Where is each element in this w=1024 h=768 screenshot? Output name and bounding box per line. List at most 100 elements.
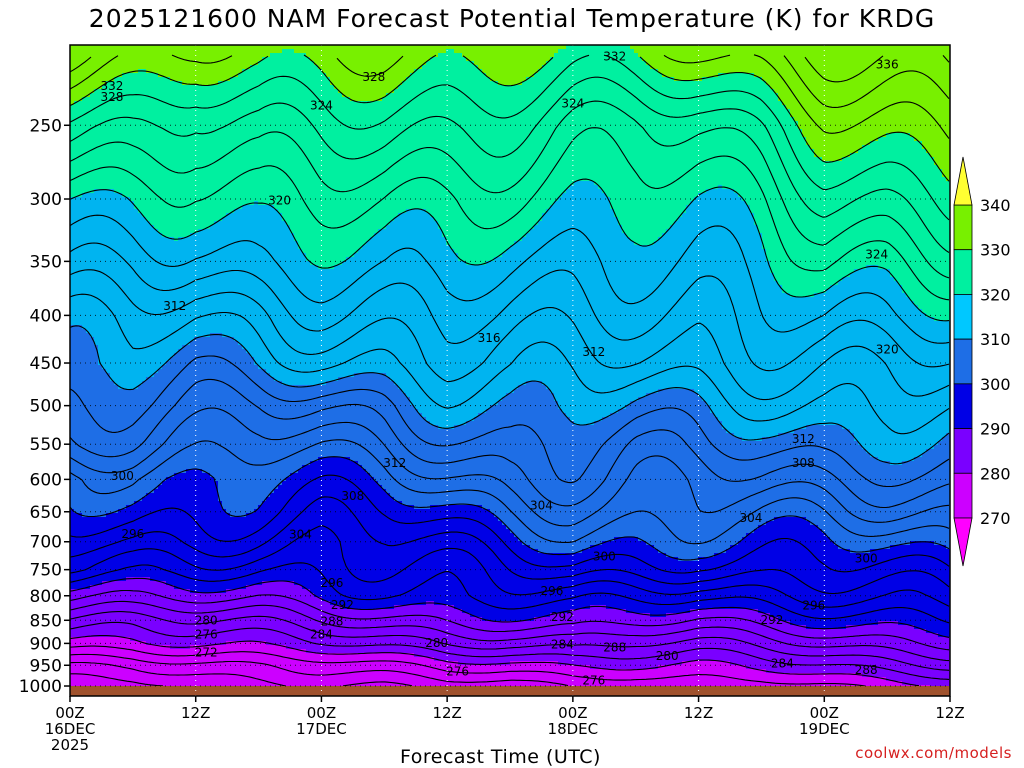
colorbar-label: 330 (980, 241, 1011, 260)
contour-308 (70, 355, 950, 488)
contour-label: 292 (331, 598, 354, 612)
contour-316 (70, 242, 950, 372)
y-tick-label: 700 (30, 533, 62, 553)
contour-label: 312 (792, 432, 815, 446)
colorbar-label: 300 (980, 375, 1011, 394)
contour-label: 300 (855, 552, 878, 566)
contour-318 (70, 214, 950, 344)
contour-312 (70, 293, 950, 435)
contour-330 (70, 54, 950, 182)
colorbar-label: 320 (980, 285, 1011, 304)
contour-302 (70, 439, 950, 545)
contour-label: 328 (100, 90, 123, 104)
ground-surface (70, 686, 950, 696)
contour-288 (70, 589, 950, 651)
y-tick-label: 450 (30, 354, 62, 374)
contour-328 (70, 54, 950, 221)
y-tick-label: 250 (30, 116, 62, 136)
contour-304 (70, 407, 950, 527)
x-tick-label: 19DEC (799, 720, 850, 738)
contour-label: 300 (111, 469, 134, 483)
colorbar-segment (953, 428, 973, 474)
contour-300 (70, 456, 950, 561)
contour-label: 320 (876, 342, 899, 356)
contour-322 (70, 127, 950, 301)
x-tick-label: 12Z (935, 704, 964, 722)
contour-label: 292 (760, 613, 783, 627)
contour-label: 324 (561, 97, 584, 111)
contour-314 (70, 269, 950, 401)
x-tick-label: 17DEC (296, 720, 347, 738)
contour-276 (70, 653, 569, 687)
source-credit: coolwx.com/models (855, 744, 1012, 762)
colorbar-label: 280 (980, 464, 1011, 483)
contour-label: 280 (425, 636, 448, 650)
y-tick-label: 850 (30, 611, 62, 631)
colorbar-segment (953, 383, 973, 429)
x-tick-label: 00Z (307, 704, 336, 722)
y-tick-label: 550 (30, 435, 62, 455)
contour-296 (70, 496, 950, 595)
contour-label: 276 (195, 627, 218, 641)
surface-ground (70, 686, 950, 696)
potential-temperature-field (70, 45, 950, 696)
contour-332 (70, 54, 950, 139)
contour-280 (70, 634, 920, 687)
contour-306 (70, 378, 950, 509)
contour-298 (70, 474, 950, 574)
colorbar-segment (953, 472, 973, 519)
contour-label: 308 (792, 456, 815, 470)
contour-label: 324 (865, 247, 888, 261)
y-tick-label: 650 (30, 503, 62, 523)
x-tick-label: 2025 (51, 736, 89, 754)
contour-label: 328 (362, 70, 385, 84)
chart-title: 2025121600 NAM Forecast Potential Temper… (0, 4, 1024, 33)
contour-label: 312 (383, 456, 406, 470)
x-tick-label: 00Z (55, 704, 84, 722)
contour-320 (70, 178, 950, 322)
colorbar-segment (953, 204, 973, 251)
contour-326 (70, 76, 950, 253)
colorbar: 340 330 320 310 300 290 280 270 (953, 156, 1011, 567)
contour-label: 284 (771, 657, 794, 671)
contour-286 (70, 600, 950, 662)
contour-label: 304 (739, 511, 762, 525)
colorbar-label: 340 (980, 196, 1011, 215)
contour-label: 308 (341, 489, 364, 503)
y-tick-label: 950 (30, 656, 62, 676)
contour-label: 276 (446, 665, 469, 679)
contour-282 (70, 621, 950, 680)
grid-lines (69, 45, 951, 696)
x-tick-label: 16DEC (45, 720, 96, 738)
colorbar-top-extension (953, 156, 973, 206)
contour-292 (70, 562, 950, 624)
colorbar-label: 310 (980, 330, 1011, 349)
contour-310 (70, 325, 950, 465)
contour-label: 312 (582, 345, 605, 359)
contour-label: 316 (478, 331, 501, 345)
y-tick-label: 350 (30, 252, 62, 272)
contour-294 (70, 525, 950, 608)
contour-290 (70, 577, 950, 638)
colorbar-segment (953, 249, 973, 295)
colorbar-segment (953, 338, 973, 385)
contour-label: 304 (289, 528, 312, 542)
contour-label: 280 (195, 613, 218, 627)
contour-324 (70, 100, 950, 279)
x-tick-label: 12Z (181, 704, 210, 722)
contour-336 (804, 55, 950, 83)
y-tick-label: 750 (30, 561, 62, 581)
y-tick-label: 800 (30, 587, 62, 607)
y-tick-label: 900 (30, 634, 62, 654)
contour-label: 292 (551, 610, 574, 624)
contour-274 (70, 661, 413, 687)
y-tick-label: 500 (30, 397, 62, 417)
contour-label: 320 (268, 193, 291, 207)
colorbar-label: 270 (980, 509, 1011, 528)
contour-label: 276 (582, 674, 605, 688)
plot-frame (69, 44, 951, 697)
contour-label: 312 (163, 299, 186, 313)
